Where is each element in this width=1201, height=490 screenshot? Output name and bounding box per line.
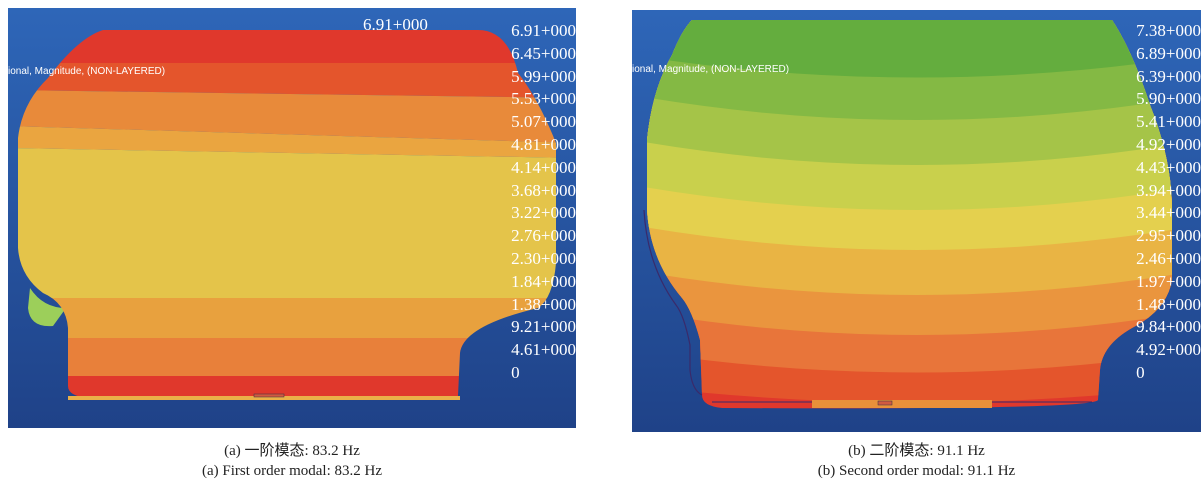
legend-value: 3.94+000	[1136, 180, 1201, 200]
contour-bands-b	[647, 20, 1172, 409]
outline-left	[643, 209, 703, 396]
legend-value: 4.81+000	[511, 134, 576, 154]
caption-a: (a) 一阶模态: 83.2 Hz (a) First order modal:…	[8, 441, 576, 481]
legend-value: 2.46+000	[1136, 248, 1201, 268]
legend-value: 1.38+000	[511, 294, 576, 314]
bottom-edge	[68, 396, 460, 400]
bottom-feature	[877, 400, 893, 406]
legend-value: 1.48+000	[1136, 294, 1201, 314]
band-yellow	[18, 148, 556, 298]
band-light-orange-low	[18, 298, 556, 338]
legend-b: 7.38+000 6.89+000 6.39+000 5.90+000 5.41…	[1136, 20, 1201, 385]
legend-value: 0	[511, 362, 520, 382]
legend-value: 6.91+000	[511, 21, 576, 40]
band-orange	[18, 90, 556, 143]
contour-bands-a	[18, 30, 556, 399]
legend-value: 4.43+000	[1136, 157, 1201, 177]
result-subtitle: ional, Magnitude, (NON-LAYERED)	[632, 64, 790, 75]
caption-b: (b) 二阶模态: 91.1 Hz (b) Second order modal…	[632, 441, 1201, 481]
band-dark-green	[647, 20, 1172, 78]
contour-plot-a	[8, 8, 576, 428]
band-light-orange	[18, 126, 556, 158]
legend-value: 3.22+000	[511, 203, 576, 223]
legend-value: 4.92+000	[1136, 340, 1201, 360]
edge-shell-left	[28, 288, 66, 327]
band-orange-red	[18, 63, 556, 98]
legend-value: 9.21+000	[511, 317, 576, 337]
legend-value: 1.84+000	[511, 271, 576, 291]
contour-plot-b	[632, 10, 1201, 432]
legend-value: 9.84+000	[1136, 317, 1201, 337]
caption-a-cn: (a) 一阶模态: 83.2 Hz	[224, 443, 360, 459]
modal-plot-first-order: ional, Magnitude, (NON-LAYERED) 6.91+000…	[8, 8, 576, 428]
legend-value: 2.76+000	[511, 226, 576, 246]
bottom-plate	[812, 400, 992, 408]
legend-value: 3.44+000	[1136, 203, 1201, 223]
legend-value: 5.99+000	[511, 66, 576, 86]
band-red-bottom	[18, 376, 556, 399]
result-subtitle: ional, Magnitude, (NON-LAYERED)	[8, 66, 166, 77]
legend-value: 5.07+000	[511, 112, 576, 132]
modal-plot-second-order: ional, Magnitude, (NON-LAYERED) 7.38+000…	[632, 10, 1201, 432]
caption-a-en: (a) First order modal: 83.2 Hz	[202, 463, 382, 479]
legend-value: 5.41+000	[1136, 112, 1201, 132]
caption-b-cn: (b) 二阶模态: 91.1 Hz	[848, 443, 985, 459]
caption-b-en: (b) Second order modal: 91.1 Hz	[817, 463, 1016, 479]
legend-value: 2.95+000	[1136, 226, 1201, 246]
legend-value: 5.53+000	[511, 89, 576, 109]
legend-value: 6.39+000	[1136, 66, 1201, 86]
legend-value: 6.89+000	[1136, 43, 1201, 63]
legend-value: 4.61+000	[511, 340, 576, 360]
legend-value: 6.45+000	[511, 43, 576, 63]
band-red-top	[18, 30, 556, 63]
legend-value: 4.14+000	[511, 157, 576, 177]
legend-value: 1.97+000	[1136, 271, 1201, 291]
max-value-label: 6.91+000	[363, 15, 428, 34]
legend-value: 4.92+000	[1136, 134, 1201, 154]
legend-value: 7.38+000	[1136, 21, 1201, 40]
legend-value: 3.68+000	[511, 180, 576, 200]
legend-value: 2.30+000	[511, 248, 576, 268]
bottom-feature	[253, 393, 285, 398]
legend-value: 0	[1136, 362, 1145, 382]
legend-a: 6.91+000 6.45+000 5.99+000 5.53+000 5.07…	[511, 20, 576, 385]
legend-value: 5.90+000	[1136, 89, 1201, 109]
